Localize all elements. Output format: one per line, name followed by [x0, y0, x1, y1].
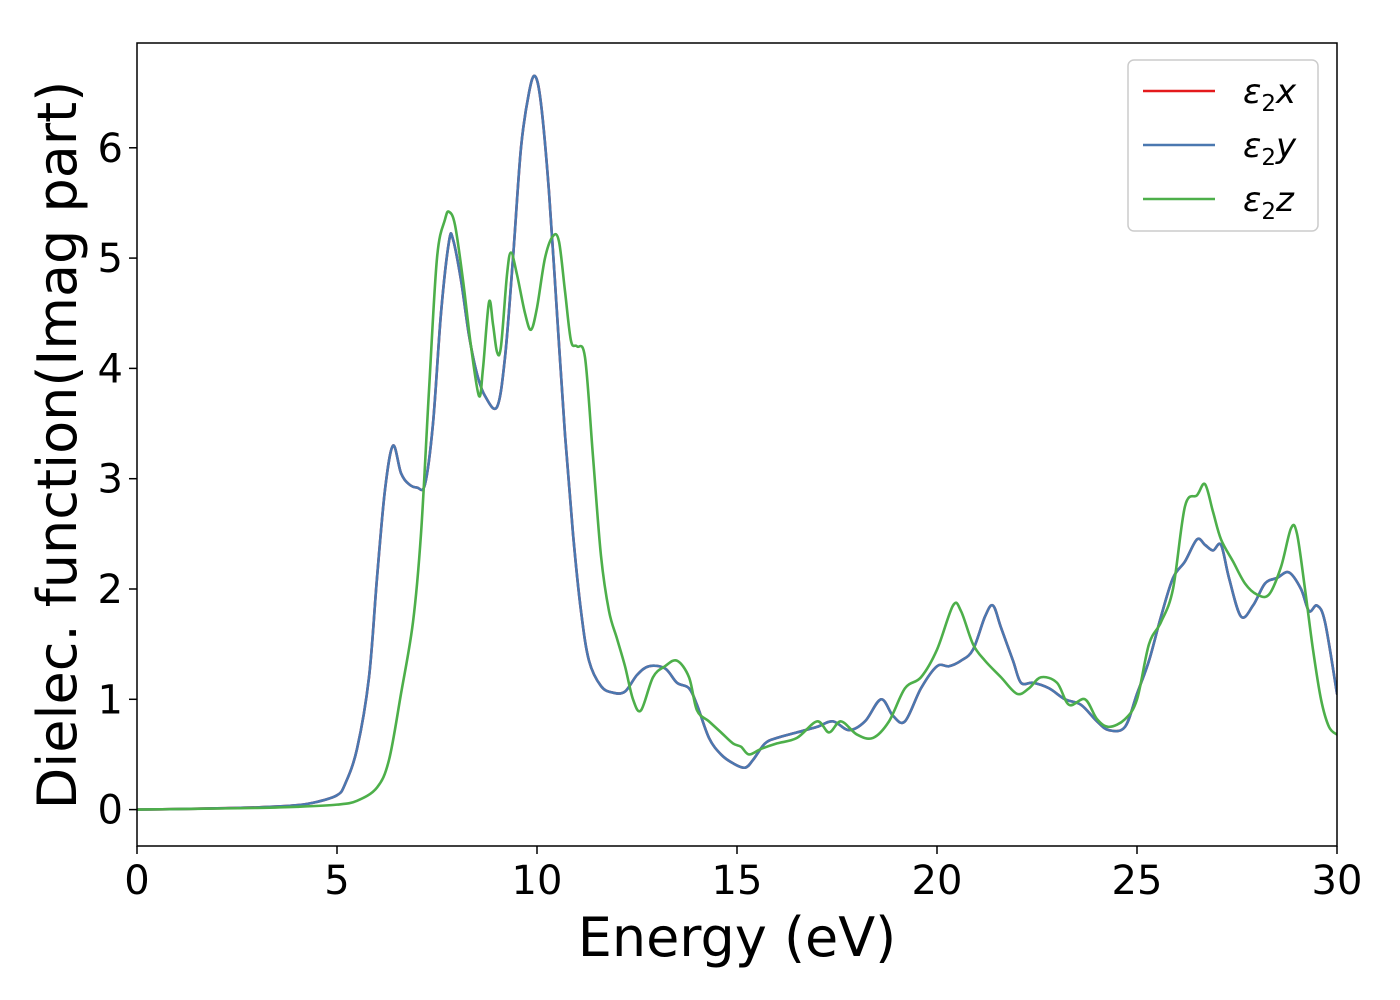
x-tick-label: 0 — [124, 858, 149, 904]
y-tick-label: 1 — [98, 677, 123, 723]
legend-label-base: ε — [1243, 180, 1261, 220]
y-tick-label: 0 — [98, 788, 123, 834]
y-tick-label: 2 — [98, 567, 123, 613]
legend-label-z: ε2z — [1243, 180, 1295, 225]
legend-label-variable: y — [1275, 126, 1297, 166]
legend-box — [1127, 59, 1319, 232]
x-tick-label: 5 — [324, 858, 349, 904]
y-tick-label: 6 — [98, 126, 123, 172]
legend-label-base: ε — [1243, 72, 1261, 112]
series-group — [137, 74, 1337, 811]
y-tick-label: 5 — [98, 236, 123, 282]
legend-label-variable: x — [1275, 72, 1297, 112]
legend-label-subscript: 2 — [1261, 199, 1276, 225]
y-tick-label: 4 — [98, 346, 123, 392]
legend-label-y: ε2y — [1243, 126, 1297, 171]
x-tick-label: 15 — [712, 858, 763, 904]
x-tick-label: 20 — [912, 858, 963, 904]
legend-label-base: ε — [1243, 126, 1261, 166]
legend-label-x: ε2x — [1243, 72, 1297, 117]
x-tick-label: 30 — [1312, 858, 1363, 904]
series-line-z — [137, 210, 1337, 811]
legend-label-subscript: 2 — [1261, 91, 1276, 117]
series-line-y — [137, 74, 1337, 811]
x-axis-ticks: 0 5 10 15 20 25 30 — [124, 846, 1362, 904]
legend-label-variable: z — [1275, 180, 1295, 220]
y-tick-label: 3 — [98, 457, 123, 503]
legend-label-subscript: 2 — [1261, 145, 1276, 171]
x-tick-label: 25 — [1112, 858, 1163, 904]
y-axis-label: Dielec. function(Imag part) — [26, 81, 89, 810]
x-tick-label: 10 — [512, 858, 563, 904]
x-axis-label: Energy (eV) — [578, 906, 897, 969]
y-axis-ticks: 0 1 2 3 4 5 6 — [98, 126, 137, 834]
